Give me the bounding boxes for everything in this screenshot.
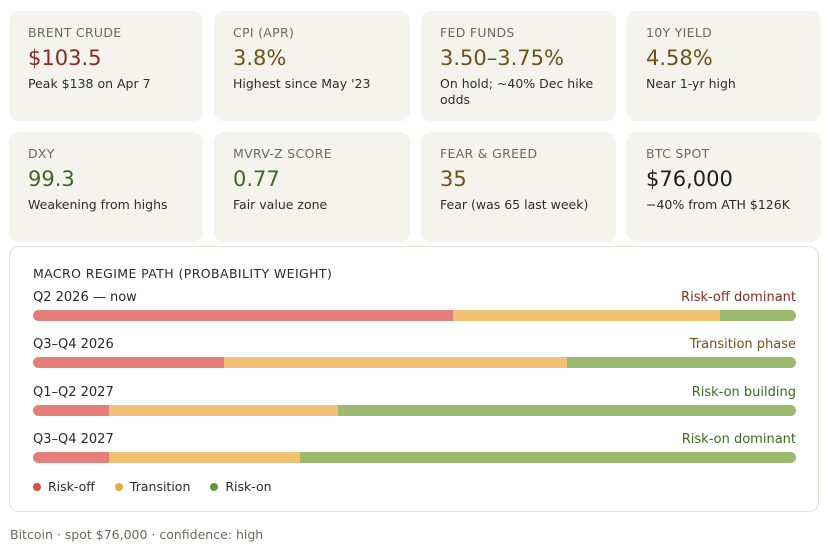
metric-card: CPI (APR) 3.8% Highest since May '23 — [214, 11, 410, 121]
metric-label: CPI (APR) — [233, 25, 295, 40]
chart-title: MACRO REGIME PATH (PROBABILITY WEIGHT) — [33, 266, 333, 281]
metric-subtext: On hold; ~40% Dec hike odds — [440, 76, 594, 107]
metric-label: DXY — [28, 146, 55, 161]
metric-subtext: Fear (was 65 last week) — [440, 197, 589, 212]
metric-value: 99.3 — [28, 167, 75, 191]
legend-dot-icon — [114, 482, 123, 491]
legend-item: Risk-on — [210, 479, 272, 494]
regime-status-label: Risk-on building — [691, 385, 796, 400]
legend-dot-icon — [33, 482, 41, 491]
metric-card: MVRV-Z SCORE 0.77 Fair value zone — [214, 132, 410, 242]
metric-value: $76,000 — [646, 167, 733, 191]
metric-label: BTC SPOT — [646, 146, 710, 161]
bar-segment-transition — [452, 310, 720, 321]
metric-subtext: −40% from ATH $126K — [646, 197, 790, 212]
regime-status-label: Risk-on dominant — [681, 432, 796, 447]
legend-label: Transition — [129, 479, 191, 494]
bar-segment-transition — [109, 452, 301, 463]
bar-segment-risk-off — [33, 405, 110, 416]
metric-label: FEAR & GREED — [440, 146, 538, 161]
bar-segment-risk-on — [719, 310, 796, 321]
bar-segment-risk-off — [33, 310, 453, 321]
metric-label: MVRV-Z SCORE — [233, 146, 332, 161]
regime-chart-panel: MACRO REGIME PATH (PROBABILITY WEIGHT) Q… — [9, 246, 819, 512]
metric-card: BRENT CRUDE $103.5 Peak $138 on Apr 7 — [9, 11, 203, 121]
metric-subtext: Weakening from highs — [28, 197, 168, 212]
metric-value: 4.58% — [646, 46, 713, 70]
legend-dot-icon — [210, 482, 219, 491]
legend-item: Transition — [114, 479, 191, 494]
probability-bar — [33, 310, 796, 321]
legend-label: Risk-off — [48, 479, 95, 494]
regime-status-label: Risk-off dominant — [681, 290, 796, 305]
probability-bar — [33, 452, 796, 463]
bar-segment-transition — [223, 357, 568, 368]
footer-note: Bitcoin · spot $76,000 · confidence: hig… — [10, 527, 264, 542]
metric-value: 3.50–3.75% — [440, 46, 564, 70]
regime-status-label: Transition phase — [689, 337, 796, 352]
metric-value: 35 — [440, 167, 467, 191]
metric-subtext: Near 1-yr high — [646, 76, 736, 91]
period-label: Q3–Q4 2027 — [33, 432, 114, 447]
metric-label: BRENT CRUDE — [28, 25, 122, 40]
legend-label: Risk-on — [225, 479, 272, 494]
metric-card: FED FUNDS 3.50–3.75% On hold; ~40% Dec hik… — [421, 11, 616, 121]
legend-item: Risk-off — [33, 479, 95, 494]
period-label: Q3–Q4 2026 — [33, 337, 114, 352]
metric-value: 0.77 — [233, 167, 280, 191]
metric-value: 3.8% — [233, 46, 287, 70]
bar-segment-risk-on — [567, 357, 796, 368]
probability-bar — [33, 405, 796, 416]
metric-card: BTC SPOT $76,000 −40% from ATH $126K — [627, 132, 821, 242]
chart-legend: Risk-off Transition Risk-on — [33, 479, 272, 494]
bar-segment-risk-on — [300, 452, 796, 463]
bar-segment-risk-on — [338, 405, 796, 416]
bar-segment-risk-off — [33, 357, 224, 368]
bar-segment-transition — [109, 405, 339, 416]
metric-card: 10Y YIELD 4.58% Near 1-yr high — [627, 11, 821, 121]
metric-subtext: Peak $138 on Apr 7 — [28, 76, 151, 91]
metric-subtext: Fair value zone — [233, 197, 328, 212]
metric-label: FED FUNDS — [440, 25, 515, 40]
metric-card: FEAR & GREED 35 Fear (was 65 last week) — [421, 132, 616, 242]
metric-label: 10Y YIELD — [646, 25, 713, 40]
period-label: Q2 2026 — now — [33, 290, 137, 305]
bar-segment-risk-off — [33, 452, 110, 463]
metrics-grid: BRENT CRUDE $103.5 Peak $138 on Apr 7 CPI (… — [9, 11, 821, 242]
metric-card: DXY 99.3 Weakening from highs — [9, 132, 203, 242]
period-label: Q1–Q2 2027 — [33, 385, 114, 400]
metric-subtext: Highest since May '23 — [233, 76, 371, 91]
probability-bar — [33, 357, 796, 368]
metric-value: $103.5 — [28, 46, 102, 70]
